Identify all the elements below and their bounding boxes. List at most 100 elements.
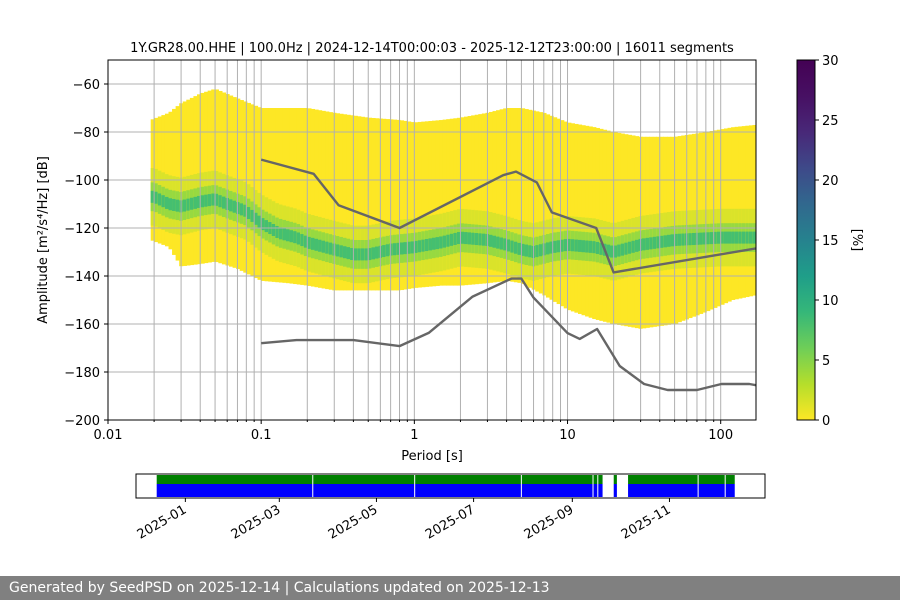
heatmap-cell-peak <box>321 240 326 253</box>
heatmap-cell-peak <box>278 227 284 240</box>
heatmap-cell-peak <box>342 246 348 259</box>
heatmap-cell-bg <box>431 120 437 287</box>
heatmap-cell-peak <box>716 231 721 244</box>
heatmap-cell-peak <box>471 232 476 245</box>
heatmap-cell-peak <box>439 236 444 249</box>
heatmap-cell-peak <box>645 237 650 250</box>
heatmap-cell-peak <box>410 241 415 254</box>
heatmap-cell-peak <box>214 193 219 206</box>
heatmap-cell-peak <box>307 236 312 249</box>
heatmap-cell-peak <box>699 232 704 245</box>
heatmap-cell-peak <box>691 233 697 246</box>
heatmap-cell-peak <box>367 248 373 261</box>
heatmap-cell-peak <box>264 220 269 233</box>
timeline-tick-label: 2025-01 <box>135 502 190 542</box>
heatmap-cell-peak <box>399 242 405 255</box>
heatmap-cell-bg <box>478 114 483 284</box>
psd-coverage-bar <box>613 475 617 484</box>
x-tick-label: 0.1 <box>251 428 272 443</box>
heatmap-cell-peak <box>481 233 486 246</box>
heatmap-cell-peak <box>261 218 266 231</box>
heatmap-cell-peak <box>542 243 547 256</box>
heatmap-cell-bg <box>275 108 280 283</box>
heatmap-cell-bg <box>321 110 326 289</box>
psd-coverage-bar <box>628 475 735 484</box>
heatmap-cell-peak <box>318 239 323 252</box>
heatmap-cell-peak <box>563 239 568 252</box>
heatmap-cell-bg <box>314 109 319 288</box>
heatmap-cell-peak <box>350 248 355 261</box>
heatmap-cell-peak <box>731 231 736 244</box>
heatmap-cell-peak <box>510 240 515 253</box>
colorbar-tick-label: 20 <box>822 174 839 189</box>
x-tick-label: 0.01 <box>94 428 123 443</box>
x-axis-ticks: 0.01 0.1 1 10 100 <box>94 420 733 443</box>
heatmap-cell-bg <box>492 111 497 283</box>
heatmap-cell-peak <box>624 242 629 255</box>
heatmap-cell-peak <box>553 240 558 253</box>
heatmap-cell-peak <box>688 233 693 246</box>
heatmap-cell-peak <box>449 233 454 246</box>
heatmap-cell-peak <box>243 204 248 217</box>
heatmap-cell-peak <box>713 231 718 244</box>
heatmap-cell-bg <box>467 116 472 285</box>
heatmap-cell-bg <box>271 108 276 282</box>
heatmap-cell-peak <box>592 241 597 254</box>
availability-bar <box>613 484 617 497</box>
heatmap-cell-peak <box>392 243 397 256</box>
y-tick-label: −120 <box>64 222 100 237</box>
heatmap-cell-peak <box>659 235 665 248</box>
heatmap-cell-peak <box>364 248 369 261</box>
heatmap-cell-bg <box>510 108 515 282</box>
heatmap-cell-bg <box>392 119 397 291</box>
heatmap-cell-bg <box>428 120 433 287</box>
y-tick-label: −80 <box>73 126 100 141</box>
heatmap-cell-peak <box>300 234 305 247</box>
heatmap-cell-peak <box>207 194 212 207</box>
heatmap-cell-peak <box>236 202 241 215</box>
heatmap-cell-bg <box>303 108 308 286</box>
y-tick-label: −140 <box>64 270 100 285</box>
heatmap-cell-peak <box>360 248 365 261</box>
heatmap-cell-bg <box>464 116 469 286</box>
heatmap-cell-bg <box>528 109 533 288</box>
y-tick-label: −100 <box>64 174 100 189</box>
heatmap-cell-bg <box>421 121 426 288</box>
heatmap-cell-peak <box>157 193 162 206</box>
heatmap-cell-peak <box>670 234 675 247</box>
heatmap-cell-peak <box>492 235 497 248</box>
heatmap-cell-bg <box>371 117 376 291</box>
heatmap-cell-peak <box>745 231 750 244</box>
heatmap-cell-bg <box>553 117 558 302</box>
y-axis-ticks: −60 −80 −100 −120 −140 −160 −180 −200 <box>64 78 108 429</box>
heatmap-cell-peak <box>250 209 255 222</box>
plot-grid <box>108 60 756 420</box>
heatmap-cell-bg <box>521 108 526 284</box>
heatmap-cell-bg <box>538 112 543 294</box>
heatmap-cell-peak <box>666 234 672 247</box>
heatmap-cell-peak <box>752 231 756 244</box>
heatmap-cell-bg <box>471 115 476 285</box>
heatmap-cell-bg <box>364 117 369 291</box>
y-tick-label: −60 <box>73 78 100 93</box>
heatmap-cell-peak <box>196 195 202 208</box>
heatmap-cell-bg <box>300 108 305 285</box>
heatmap-cell-bg <box>385 119 390 291</box>
heatmap-cell-peak <box>346 247 351 260</box>
heatmap-cell-peak <box>723 231 729 244</box>
heatmap-cell-bg <box>499 109 504 282</box>
heatmap-cell-peak <box>677 233 682 246</box>
heatmap-cell-peak <box>521 243 526 256</box>
heatmap-cell-bg <box>481 113 486 284</box>
colorbar: 0 5 10 15 20 25 30 [%] <box>796 54 864 429</box>
heatmap-cell-peak <box>706 232 711 245</box>
heatmap-cell-peak <box>631 240 636 253</box>
heatmap-cell-peak <box>581 240 586 253</box>
heatmap-cell-bg <box>264 108 269 282</box>
heatmap-cell-bg <box>318 110 323 288</box>
heatmap-cell-peak <box>464 232 469 245</box>
heatmap-cell-peak <box>431 237 437 250</box>
heatmap-cell-peak <box>513 241 519 254</box>
heatmap-cell-peak <box>303 235 308 248</box>
heatmap-cell-peak <box>585 240 590 253</box>
